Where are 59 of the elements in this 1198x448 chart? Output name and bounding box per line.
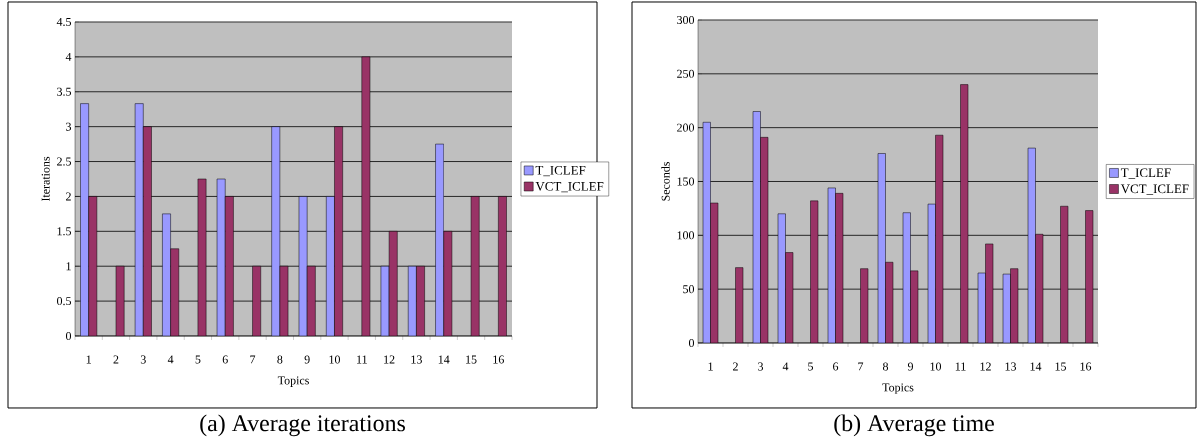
x-tick-label: 13 <box>411 355 422 364</box>
x-tick-label: 7 <box>250 355 256 364</box>
y-tick-label: 1.5 <box>57 227 72 236</box>
x-tick-label: 16 <box>493 355 504 364</box>
x-tick-label: 15 <box>466 355 477 364</box>
x-tick-label: 11 <box>357 355 367 364</box>
y-tick-label: 50 <box>683 285 695 294</box>
text: (b) Average time <box>834 414 994 437</box>
x-axis-title: Topics <box>277 376 309 387</box>
y-tick-label: 2 <box>66 192 71 201</box>
x-tick-label: 2 <box>733 362 738 371</box>
y-tick-label: 0 <box>65 331 72 341</box>
x-tick-label: 4 <box>167 355 174 364</box>
x-tick-label: 11 <box>955 362 966 371</box>
x-tick-label: 12 <box>384 355 395 364</box>
x-tick-label: 15 <box>1055 362 1067 371</box>
y-axis-title: Iterations <box>41 156 50 202</box>
legend-label: VCT_ICLEF <box>1120 184 1189 195</box>
x-tick-label: 10 <box>930 362 942 371</box>
x-tick-label: 8 <box>882 362 889 371</box>
legend-label: T_ICLEF <box>535 165 586 177</box>
y-tick-label: 1 <box>66 262 71 271</box>
y-tick-label: 150 <box>677 177 695 186</box>
x-tick-label: 16 <box>1080 362 1092 371</box>
legend-label: VCT_ICLEF <box>535 181 604 193</box>
x-tick-label: 12 <box>980 362 991 371</box>
y-tick-label: 300 <box>677 15 695 25</box>
x-tick-label: 1 <box>708 362 713 371</box>
legend-label: T_ICLEF <box>1120 168 1171 179</box>
x-tick-label: 3 <box>758 362 764 371</box>
x-tick-label: 3 <box>140 355 146 364</box>
text: (a) Average iterations <box>200 414 405 437</box>
x-tick-label: 14 <box>1030 362 1042 371</box>
y-tick-label: 4.5 <box>56 17 72 27</box>
x-tick-label: 6 <box>222 355 228 364</box>
x-tick-label: 1 <box>86 355 91 364</box>
x-tick-label: 9 <box>304 355 310 364</box>
x-tick-label: 5 <box>195 355 201 364</box>
y-axis-title: Seconds <box>661 161 670 201</box>
x-tick-label: 4 <box>782 362 789 371</box>
x-tick-label: 9 <box>907 362 914 371</box>
y-tick-label: 250 <box>677 69 695 78</box>
x-tick-label: 10 <box>329 355 340 364</box>
y-tick-label: 200 <box>677 123 695 132</box>
x-tick-label: 13 <box>1005 362 1017 371</box>
x-tick-label: 6 <box>833 362 839 371</box>
y-tick-label: 100 <box>677 231 695 240</box>
x-tick-label: 8 <box>277 355 283 364</box>
x-tick-label: 2 <box>113 355 119 364</box>
y-tick-label: 4 <box>65 52 72 61</box>
y-tick-label: 2.5 <box>57 157 72 166</box>
x-tick-label: 5 <box>808 362 814 371</box>
x-tick-label: 14 <box>438 355 450 364</box>
y-tick-label: 0.5 <box>57 297 72 306</box>
y-tick-label: 0 <box>688 338 695 348</box>
x-axis-title: Topics <box>882 383 914 394</box>
x-tick-label: 7 <box>858 362 864 371</box>
y-tick-label: 3 <box>66 122 72 131</box>
y-tick-label: 3.5 <box>57 87 72 96</box>
